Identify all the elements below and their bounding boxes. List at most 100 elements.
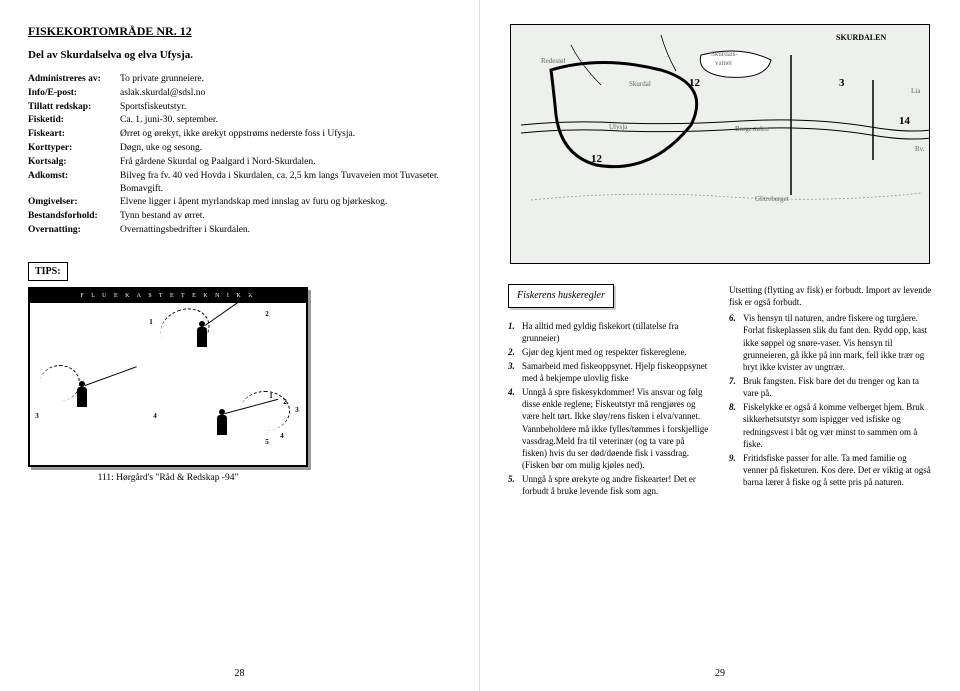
map-river [521,120,930,131]
map-label: Ulysja [609,123,627,131]
page-right: SKURDALEN Redestøl Skurdals-vatnet Skurdal U… [480,0,960,691]
info-row: Omgivelser:Elvene ligger i åpent myrland… [28,196,451,209]
info-row: Fisketid:Ca. 1. juni-30. september. [28,114,451,127]
rule-number: 1. [508,320,522,344]
tips-label: TIPS: [28,262,68,281]
map-area-number: 12 [689,77,700,89]
rule-text: Unngå å spre fiskesykdommer! Vis ansvar … [522,386,711,471]
info-row: Adkomst:Bilveg fra fv. 40 ved Hovda i Sk… [28,170,451,196]
info-label: Bestandsforhold: [28,210,120,223]
info-row: Bestandsforhold:Tynn bestand av ørret. [28,210,451,223]
info-value: To private grunneiere. [120,73,451,86]
map-area-boundary [551,63,697,167]
info-row: Info/E-post:aslak.skurdal@sdsl.no [28,87,451,100]
map-trail [531,193,921,200]
rule-number: 2. [508,346,522,358]
rod-line [85,366,137,386]
rule-text: Samarbeid med fiskeoppsynet. Hjelp fiske… [522,360,711,384]
info-label: Administreres av: [28,73,120,86]
cast-step-num: 5 [262,437,272,447]
cast-step-num: 4 [277,431,287,441]
info-label: Kortsalg: [28,156,120,169]
rule-text: Bruk fangsten. Fisk bare det du trenger … [743,375,932,399]
info-row: Tillatt redskap:Sportsfiskeutstyr. [28,101,451,114]
info-label: Tillatt redskap: [28,101,120,114]
tips-illustration: F L U E K A S T E T E K N I K K 2 1 3 4 … [28,287,308,467]
rule-number: 5. [508,473,522,497]
info-row: Kortsalg:Frå gårdene Skurdal og Paalgard… [28,156,451,169]
rule-number: 9. [729,452,743,488]
info-label: Fiskeart: [28,128,120,141]
info-value: Frå gårdene Skurdal og Paalgard i Nord-S… [120,156,451,169]
rule-text: Vis hensyn til naturen, andre fiskere og… [743,312,932,373]
map-river [521,128,930,139]
cast-step-num: 2 [262,309,272,319]
rule-text: Unngå å spre ørekyte og andre fiskearter… [522,473,711,497]
map-label: Borgestølen [735,125,769,133]
rule-item: 2.Gjør deg kjent med og respekter fisker… [508,346,711,358]
rule-number: 4. [508,386,522,471]
illustration-caption: 111: Hørgård's "Råd & Redskap -94" [28,473,308,483]
rule-item: 1.Ha alltid med gyldig fiskekort (tillat… [508,320,711,344]
page-number: 28 [235,668,245,679]
info-label: Info/E-post: [28,87,120,100]
cast-step-num: 3 [32,411,42,421]
info-label: Overnatting: [28,224,120,237]
cast-step-num: 3 [292,405,302,415]
rules-column-right: Utsetting (flytting av fisk) er forbudt.… [729,284,932,499]
info-row: Korttyper:Døgn, uke og sesong. [28,142,451,155]
map-label: Glitreberget [755,195,789,203]
rule-item: 3.Samarbeid med fiskeoppsynet. Hjelp fis… [508,360,711,384]
map-area-number: 14 [899,115,910,127]
info-value: Tynn bestand av ørret. [120,210,451,223]
map-label: Lia [911,87,920,95]
fisher-figure [210,409,234,445]
area-map: SKURDALEN Redestøl Skurdals-vatnet Skurdal U… [510,24,930,264]
rule-text: Ha alltid med gyldig fiskekort (tillatel… [522,320,711,344]
cast-step-num: 2 [280,397,290,407]
page-number: 29 [715,668,725,679]
map-label: Redestøl [541,57,566,65]
illustration-body: 2 1 3 4 1 2 3 4 5 [30,303,306,465]
info-block: Administreres av:To private grunneiere.I… [28,73,451,237]
map-area-number: 12 [591,153,602,165]
rules-title: Fiskerens huskeregler [508,284,614,308]
info-label: Korttyper: [28,142,120,155]
info-value: Døgn, uke og sesong. [120,142,451,155]
map-label: Skurdals- [711,50,738,58]
area-title: FISKEKORTOMRÅDE NR. 12 [28,24,451,39]
rule-text: Gjør deg kjent med og respekter fiskereg… [522,346,711,358]
info-label: Omgivelser: [28,196,120,209]
rule-text: Fiskelykke er også å komme velberget hje… [743,401,932,450]
cast-step-num: 1 [266,391,276,401]
info-label: Fisketid: [28,114,120,127]
info-row: Administreres av:To private grunneiere. [28,73,451,86]
info-value: Overnattingsbedrifter i Skurdalen. [120,224,451,237]
info-row: Fiskeart:Ørret og ørekyt, ikke ørekyt op… [28,128,451,141]
map-label: Rv. [915,145,924,153]
info-value: Bilveg fra fv. 40 ved Hovda i Skurdalen,… [120,170,451,196]
rule-number: 6. [729,312,743,373]
rule-item: 4.Unngå å spre fiskesykdommer! Vis ansva… [508,386,711,471]
info-label: Adkomst: [28,170,120,196]
cast-step-num: 1 [146,317,156,327]
rule-item: 6.Vis hensyn til naturen, andre fiskere … [729,312,932,373]
info-value: Ørret og ørekyt, ikke ørekyt oppstrøms n… [120,128,451,141]
rule-item: 7.Bruk fangsten. Fisk bare det du trenge… [729,375,932,399]
map-label: vatnet [715,59,732,67]
info-value: Sportsfiskeutstyr. [120,101,451,114]
cast-step-num: 4 [150,411,160,421]
map-label: SKURDALEN [836,33,886,42]
rule-number: 7. [729,375,743,399]
map-label: Skurdal [629,80,651,88]
rule-number: 8. [729,401,743,450]
rule-item: 8.Fiskelykke er også å komme velberget h… [729,401,932,450]
rules-column-left: Fiskerens huskeregler 1.Ha alltid med gy… [508,284,711,499]
rule-item: 5.Unngå å spre ørekyte og andre fiskeart… [508,473,711,497]
cast-arc [40,365,80,401]
info-row: Overnatting:Overnattingsbedrifter i Skur… [28,224,451,237]
map-area-number: 3 [839,77,845,89]
rule-text: Fritidsfiske passer for alle. Ta med fam… [743,452,932,488]
rules-wrapper: Fiskerens huskeregler 1.Ha alltid med gy… [508,284,932,499]
illustration-header: F L U E K A S T E T E K N I K K [30,289,306,303]
